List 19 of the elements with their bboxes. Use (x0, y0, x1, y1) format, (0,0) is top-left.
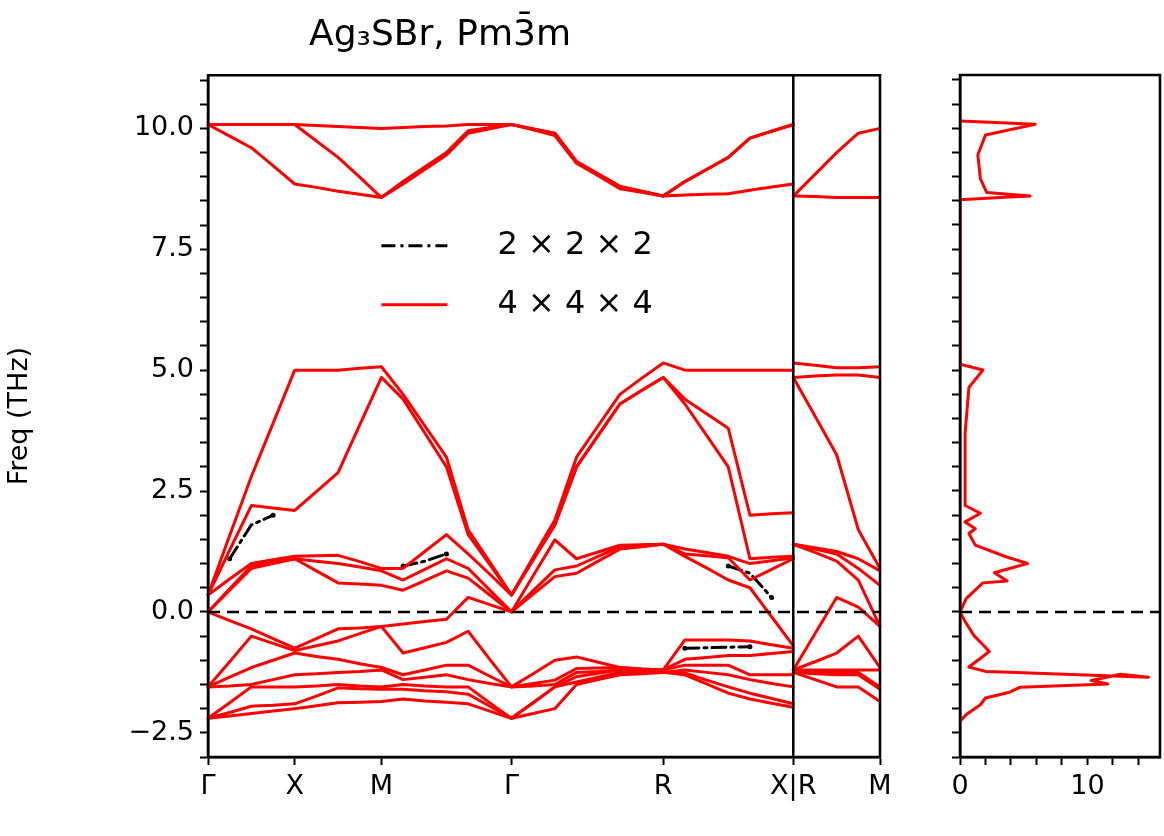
legend-label: 2 × 2 × 2 (497, 223, 653, 262)
x-tick-label: Γ (503, 769, 520, 801)
legend-label: 4 × 4 × 4 (497, 282, 653, 321)
y-tick-label: 0.0 (151, 593, 194, 625)
y-axis-title: Freq (THz) (2, 346, 34, 486)
y-tick-label: 7.5 (151, 231, 194, 263)
x-tick-label: X|R (770, 769, 817, 802)
x-tick-label: M (868, 769, 892, 801)
x-tick-label: Γ (200, 769, 216, 801)
x-tick-label: R (653, 769, 673, 801)
chart-title: Ag₃SBr, Pm3̄m (309, 11, 571, 53)
y-tick-label: 2.5 (151, 473, 194, 505)
x-tick-label: X (285, 769, 304, 801)
x-tick-label: 0 (951, 769, 969, 801)
x-tick-label: M (369, 769, 394, 801)
y-tick-label: −2.5 (128, 714, 194, 746)
x-tick-label: 10 (1070, 769, 1105, 801)
y-tick-label: 10.0 (133, 110, 194, 142)
y-tick-label: 5.0 (151, 352, 194, 384)
